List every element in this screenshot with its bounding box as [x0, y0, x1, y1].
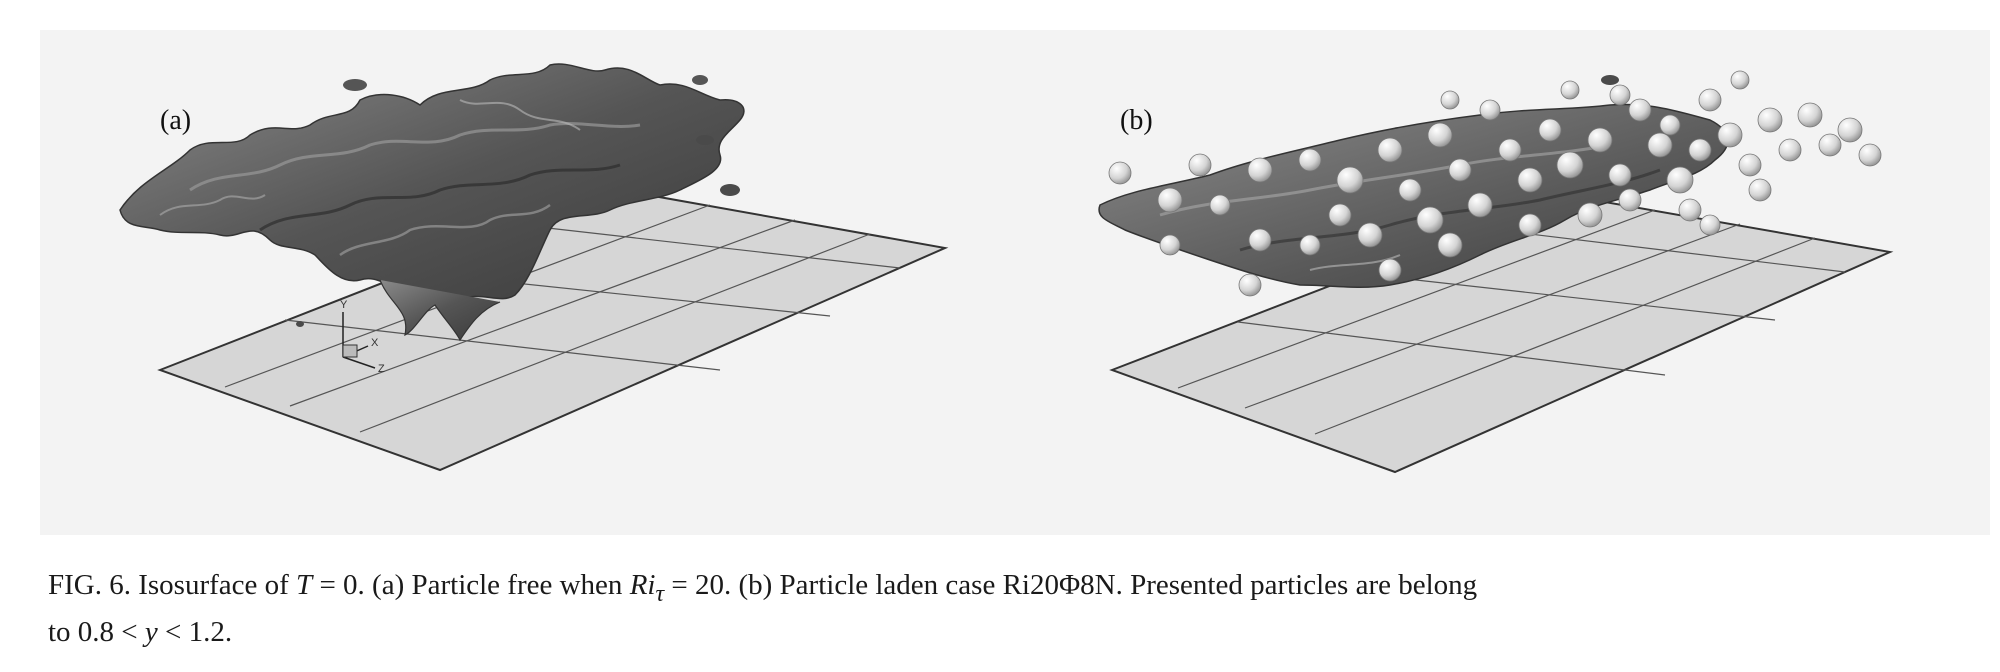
panel-b: (b): [1010, 40, 1910, 525]
particle-sphere: [1738, 153, 1762, 177]
particle-sphere: [1440, 90, 1460, 110]
particle-sphere: [1678, 198, 1702, 222]
particle-sphere: [1238, 273, 1262, 297]
particle-sphere: [1717, 122, 1743, 148]
panel-b-render: [1098, 70, 1894, 474]
caption-eq-Ri: = 20. (b) Particle laden case Ri20Φ8N. P…: [664, 569, 1478, 601]
axis-z-label: Z: [378, 363, 385, 375]
particle-sphere: [1108, 161, 1132, 185]
panel-a-label: (a): [160, 105, 192, 136]
isosurface-a: [119, 63, 745, 342]
particle-sphere: [1157, 187, 1183, 213]
caption-sub-tau: τ: [655, 579, 665, 607]
particle-sphere: [1748, 178, 1772, 202]
axis-y-label: Y: [340, 299, 348, 311]
particle-sphere: [1398, 178, 1422, 202]
particles-group: [1108, 70, 1882, 297]
particle-sphere: [1357, 222, 1383, 248]
particle-sphere: [1688, 138, 1712, 162]
caption-var-y: y: [144, 615, 158, 648]
particle-sphere: [1247, 157, 1273, 183]
caption-line2-post: < 1.2.: [157, 615, 233, 648]
particle-sphere: [1378, 258, 1402, 282]
particle-sphere: [1248, 228, 1272, 252]
axes-triad: Y X Z: [340, 299, 385, 375]
particle-sphere: [1498, 138, 1522, 162]
particle-sphere: [1159, 234, 1181, 256]
particle-sphere: [1577, 202, 1603, 228]
particle-sphere: [1427, 122, 1453, 148]
panel-b-label: (b): [1120, 105, 1153, 136]
particle-sphere: [1209, 194, 1231, 216]
particle-sphere: [1858, 143, 1882, 167]
particle-sphere: [1818, 133, 1842, 157]
particle-sphere: [1618, 188, 1642, 212]
particle-sphere: [1467, 192, 1493, 218]
particle-sphere: [1608, 163, 1632, 187]
caption-line2-pre: to 0.8 <: [48, 615, 145, 648]
particle-sphere: [1797, 102, 1823, 128]
caption-var-Ri: Ri: [629, 569, 656, 601]
particle-sphere: [1647, 132, 1673, 158]
particle-sphere: [1188, 153, 1212, 177]
particle-sphere: [1517, 167, 1543, 193]
particle-sphere: [1336, 166, 1364, 194]
particle-sphere: [1587, 127, 1613, 153]
particle-sphere: [1757, 107, 1783, 133]
particle-sphere: [1298, 148, 1322, 172]
particle-sphere: [1328, 203, 1352, 227]
particle-sphere: [1299, 234, 1321, 256]
particle-sphere: [1448, 158, 1472, 182]
panel-a-render: Y X Z: [119, 63, 949, 472]
axis-x-label: X: [371, 337, 379, 349]
figure-caption: FIG. 6. Isosurface of T = 0. (a) Particl…: [48, 566, 1978, 651]
panel-a: Y X Z (a): [60, 40, 960, 525]
particle-sphere: [1666, 166, 1694, 194]
particle-sphere: [1699, 214, 1721, 236]
caption-var-T: T: [296, 569, 313, 601]
particle-sphere: [1377, 137, 1403, 163]
particle-sphere: [1416, 206, 1444, 234]
particle-sphere: [1556, 151, 1584, 179]
particle-sphere: [1538, 118, 1562, 142]
plane-gridlines: [1177, 209, 1846, 435]
particle-sphere: [1837, 117, 1863, 143]
particle-sphere: [1778, 138, 1802, 162]
caption-prefix: FIG. 6. Isosurface of: [48, 569, 297, 601]
particle-sphere: [1609, 84, 1631, 106]
particle-sphere: [1698, 88, 1722, 112]
particle-sphere: [1730, 70, 1750, 90]
particle-sphere: [1479, 99, 1501, 121]
particle-sphere: [1518, 213, 1542, 237]
particle-sphere: [1560, 80, 1580, 100]
particle-sphere: [1659, 114, 1681, 136]
particle-sphere: [1437, 232, 1463, 258]
caption-eq-T: = 0. (a) Particle free when: [312, 569, 630, 601]
particle-sphere: [1628, 98, 1652, 122]
